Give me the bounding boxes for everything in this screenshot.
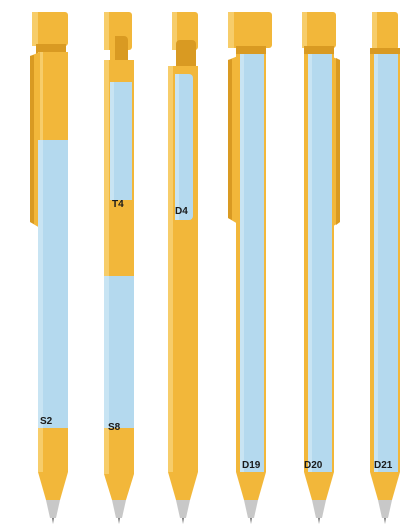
pen-d20: D20 <box>302 12 340 524</box>
pen-d19: D19 <box>228 12 272 524</box>
pen-label-s2: S2 <box>40 416 53 427</box>
pen-t4-s8: T4 S8 <box>104 12 134 524</box>
pen-label-s8: S8 <box>108 422 121 433</box>
pen-label-t4: T4 <box>112 199 124 210</box>
pen-label-d20: D20 <box>304 460 323 471</box>
pen-d4: D4 <box>168 12 198 524</box>
pen-label-d21: D21 <box>374 460 393 471</box>
pen-label-d4: D4 <box>175 206 188 217</box>
pen-d21: D21 <box>370 12 400 524</box>
pen-s2: S2 <box>30 12 68 524</box>
pen-label-d19: D19 <box>242 460 261 471</box>
